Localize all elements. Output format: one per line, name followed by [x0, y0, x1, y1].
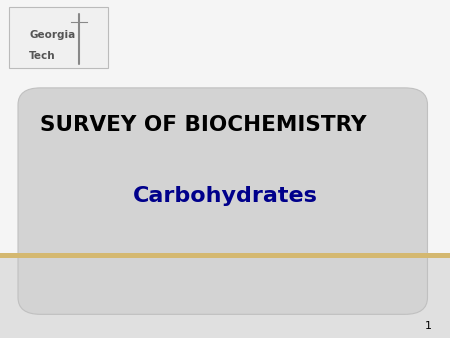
Bar: [0, 0, 450, 253]
Text: Tech: Tech: [29, 51, 56, 61]
Text: Georgia: Georgia: [29, 30, 76, 41]
FancyBboxPatch shape: [18, 88, 427, 314]
Bar: [0, 253, 450, 258]
Text: Carbohydrates: Carbohydrates: [133, 186, 317, 206]
Text: SURVEY OF BIOCHEMISTRY: SURVEY OF BIOCHEMISTRY: [40, 115, 367, 135]
Bar: [9, 7, 108, 68]
Text: 1: 1: [425, 321, 432, 331]
